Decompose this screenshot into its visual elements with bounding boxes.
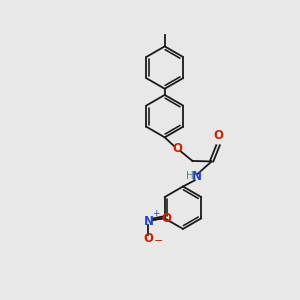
- Text: N: N: [143, 215, 153, 228]
- Text: +: +: [152, 209, 160, 218]
- Text: O: O: [213, 129, 223, 142]
- Text: N: N: [192, 170, 202, 183]
- Text: O: O: [172, 142, 182, 155]
- Text: O: O: [143, 232, 153, 245]
- Text: −: −: [154, 236, 163, 246]
- Text: O: O: [161, 212, 171, 225]
- Text: H: H: [185, 171, 193, 181]
